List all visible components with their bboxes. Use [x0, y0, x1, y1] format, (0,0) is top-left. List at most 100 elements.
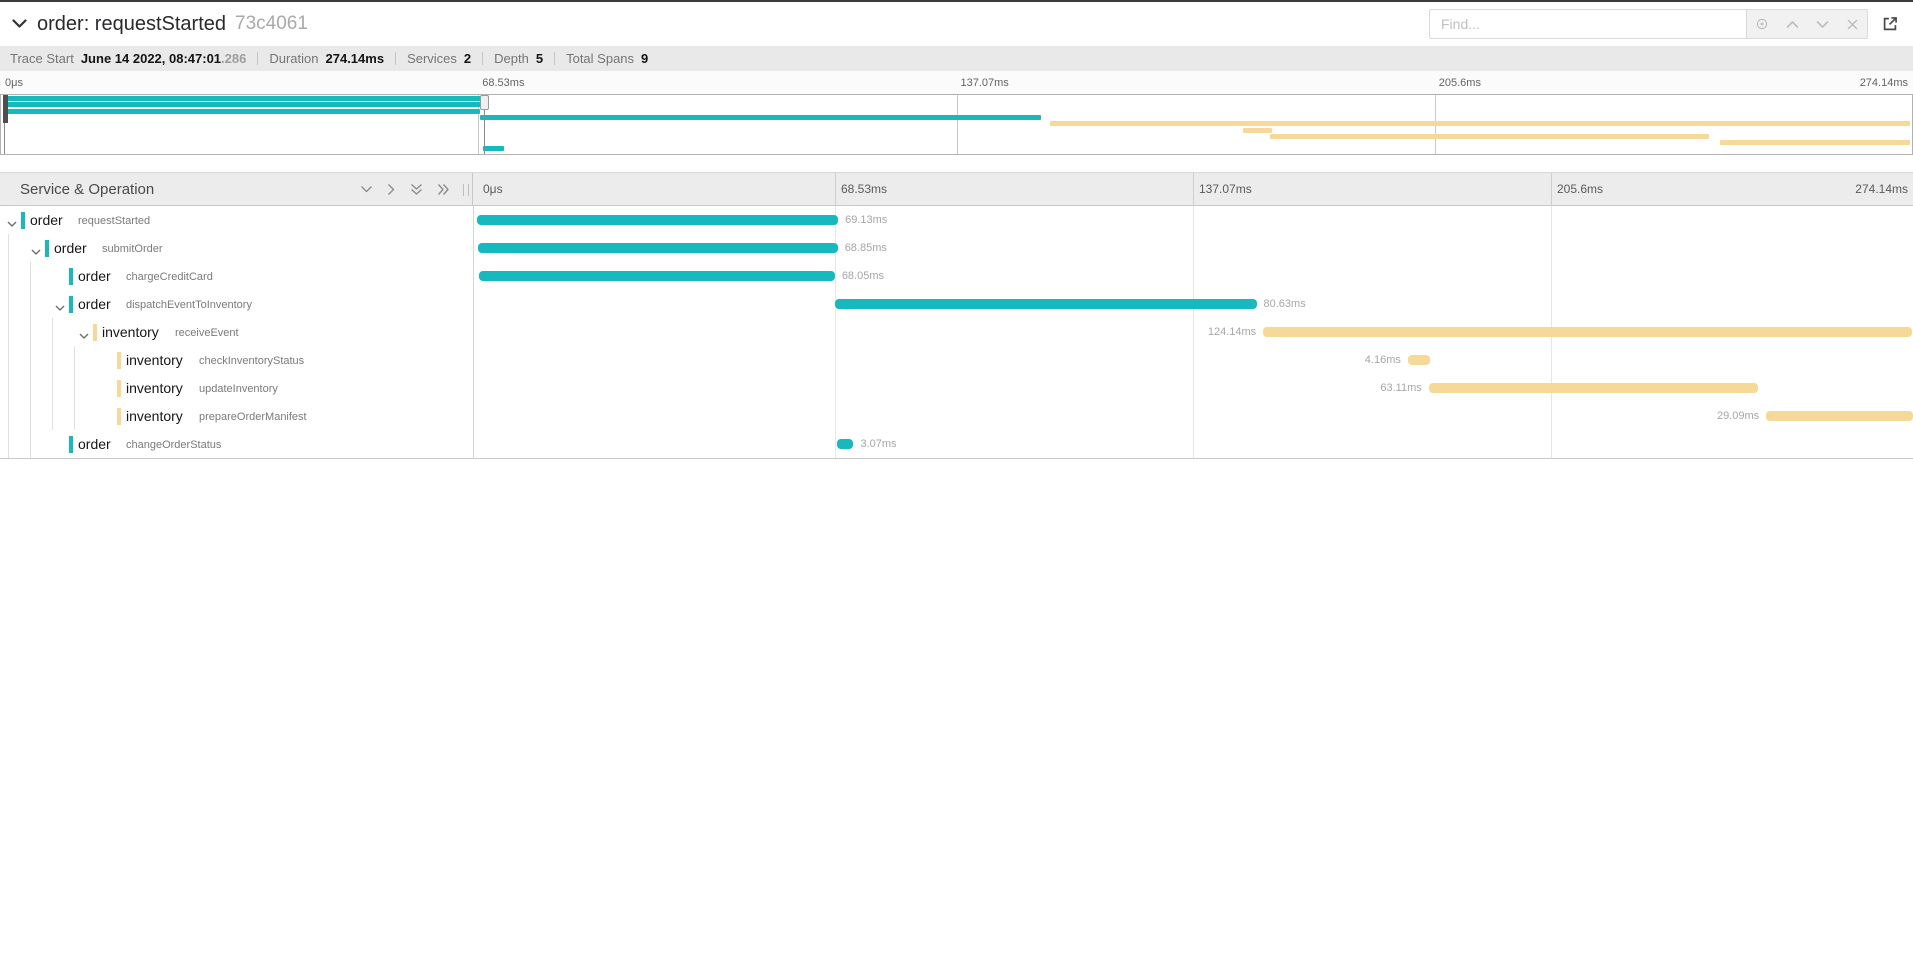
collapse-one-icon[interactable] [360, 185, 373, 194]
span-duration-label: 80.63ms [1263, 298, 1306, 310]
span-timeline-cell: 3.07ms [473, 430, 1913, 458]
span-duration-label: 69.13ms [845, 214, 888, 226]
tree-indent-guide [8, 234, 9, 262]
trace-summary-bar: Trace Start June 14 2022, 08:47:01.286 Dur… [0, 46, 1913, 71]
span-duration-label: 68.05ms [841, 270, 885, 282]
next-match-icon[interactable] [1807, 10, 1837, 38]
span-tree-item[interactable]: inventory checkInventoryStatus [0, 346, 473, 374]
span-bar[interactable] [837, 439, 854, 449]
span-bar[interactable] [477, 215, 839, 225]
summary-value: 5 [535, 51, 544, 66]
minimap-tick-label: 0μs [5, 77, 23, 89]
operation-name: requestStarted [78, 215, 151, 227]
expand-one-icon[interactable] [387, 183, 396, 196]
tree-indent-guide [30, 318, 31, 346]
tree-indent-guide [8, 374, 9, 402]
span-bar[interactable] [478, 243, 838, 253]
span-timeline-cell: 63.11ms [473, 374, 1913, 402]
summary-item: Duration 274.14ms [269, 51, 384, 66]
span-bar[interactable] [479, 271, 835, 281]
summary-value: 274.14ms [325, 51, 385, 66]
right-scrubber-line[interactable] [483, 95, 485, 154]
column-resizer-grip[interactable] [463, 184, 469, 196]
span-timeline-cell: 124.14ms [473, 318, 1913, 346]
service-color-bar [93, 324, 97, 341]
span-bar[interactable] [835, 299, 1257, 309]
span-duration-label: 4.16ms [1364, 354, 1401, 366]
tree-expander-icon[interactable] [55, 299, 65, 317]
span-tree-item[interactable]: order dispatchEventToInventory [0, 290, 473, 318]
span-row: inventory checkInventoryStatus 4.16ms [0, 346, 1913, 374]
tree-expander-icon[interactable] [79, 327, 89, 345]
chevron-down-icon[interactable] [12, 19, 27, 29]
span-tree-item[interactable]: order submitOrder [0, 234, 473, 262]
span-tree-item[interactable]: order requestStarted [0, 206, 473, 234]
left-scrubber-handle[interactable] [3, 95, 8, 123]
service-name: order [78, 436, 111, 452]
tree-indent-guide [74, 402, 75, 430]
axis-gridline [1193, 173, 1194, 205]
tree-indent-guide [8, 290, 9, 318]
summary-divider [554, 52, 556, 65]
span-duration-label: 29.09ms [1716, 410, 1760, 422]
service-color-bar [69, 268, 73, 285]
operation-name: chargeCreditCard [126, 271, 213, 283]
minimap-tick-label: 274.14ms [1859, 77, 1908, 89]
span-bar[interactable] [1407, 355, 1430, 365]
span-bar[interactable] [1428, 383, 1759, 393]
span-tree-item[interactable]: order chargeCreditCard [0, 262, 473, 290]
axis-tick-label: 137.07ms [1199, 182, 1252, 196]
collapse-all-icon[interactable] [410, 183, 423, 196]
minimap-span-bar [3, 96, 484, 101]
clear-icon[interactable] [1837, 10, 1867, 38]
service-name: inventory [126, 352, 183, 368]
tree-indent-guide [30, 262, 31, 290]
trace-titlebar: order: requestStarted 73c4061 [0, 2, 1913, 46]
minimap-tick-labels: 0μs 68.53ms 137.07ms 205.6ms 274.14ms [0, 71, 1913, 94]
span-row: inventory receiveEvent 124.14ms [0, 318, 1913, 346]
timeline-section: Service & Operation [0, 172, 1913, 459]
span-duration-label: 63.11ms [1380, 382, 1422, 394]
summary-divider [395, 52, 397, 65]
tree-indent-guide [52, 402, 53, 430]
span-tree-item[interactable]: inventory prepareOrderManifest [0, 402, 473, 430]
tree-indent-guide [8, 430, 9, 458]
span-tree-item[interactable]: order changeOrderStatus [0, 430, 473, 458]
span-bar[interactable] [1263, 327, 1912, 337]
find-input[interactable] [1429, 9, 1747, 39]
axis-gridline [835, 173, 836, 205]
span-timeline-cell: 80.63ms [473, 290, 1913, 318]
span-timeline-cell: 68.85ms [473, 234, 1913, 262]
summary-item: Services 2 [407, 51, 471, 66]
span-timeline-cell: 69.13ms [473, 206, 1913, 234]
operation-name: submitOrder [102, 243, 163, 255]
span-rows: order requestStarted 69.13ms order submitOrd… [0, 206, 1913, 459]
tree-indent-guide [52, 346, 53, 374]
prev-match-icon[interactable] [1777, 10, 1807, 38]
page-title: order: requestStarted [37, 12, 226, 35]
left-scrubber-line[interactable] [4, 95, 5, 154]
external-link-icon[interactable] [1881, 15, 1899, 33]
tree-expander-icon[interactable] [31, 243, 41, 261]
span-bar[interactable] [1766, 411, 1913, 421]
span-duration-label: 3.07ms [860, 438, 897, 450]
span-tree-item[interactable]: inventory receiveEvent [0, 318, 473, 346]
locate-icon[interactable] [1747, 10, 1777, 38]
minimap-span-bar [482, 146, 505, 152]
minimap-canvas[interactable] [0, 94, 1913, 155]
right-scrubber-handle[interactable] [479, 95, 489, 110]
tree-indent-guide [30, 290, 31, 318]
minimap-span-bar [6, 108, 480, 114]
operation-name: dispatchEventToInventory [126, 299, 252, 311]
minimap-tick-label: 68.53ms [482, 77, 525, 89]
tree-indent-guide [74, 346, 75, 374]
expand-all-icon[interactable] [437, 183, 450, 196]
tree-expander-icon[interactable] [7, 215, 17, 233]
column-divider [473, 206, 474, 458]
minimap-gridline [478, 95, 480, 154]
span-tree-item[interactable]: inventory updateInventory [0, 374, 473, 402]
summary-divider [257, 52, 259, 65]
service-name: inventory [126, 380, 183, 396]
span-row: inventory updateInventory 63.11ms [0, 374, 1913, 402]
operation-name: changeOrderStatus [126, 439, 222, 451]
